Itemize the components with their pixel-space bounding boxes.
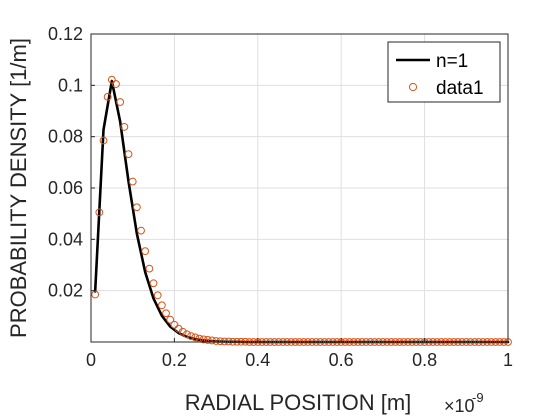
y-tick-label: 0.02	[48, 281, 83, 301]
x-tick-label: 0.2	[162, 350, 187, 370]
data-point	[170, 320, 179, 329]
data-point	[208, 336, 216, 345]
data-point	[220, 337, 229, 346]
data-point	[99, 136, 108, 145]
data-point	[191, 333, 200, 342]
data-point	[145, 264, 154, 273]
legend-box	[387, 41, 501, 103]
data-point	[224, 337, 233, 346]
data-point	[183, 330, 191, 339]
x-tick-label: 1	[503, 350, 513, 370]
data-point	[95, 208, 104, 217]
data-point	[212, 337, 221, 345]
data-point	[153, 291, 162, 300]
tick-labels: 0 0.2 0.4 0.6 0.8 1 0.02 0.04 0.06 0.08 0.1 0.12	[48, 24, 513, 370]
data-point	[162, 309, 170, 318]
y-axis-label: PROBABILITY DENSITY [1/m]	[6, 38, 31, 338]
data-point	[141, 247, 150, 256]
y-tick-label: 0.12	[48, 24, 83, 44]
data-point	[166, 315, 175, 324]
x-axis-label: RADIAL POSITION [m]	[185, 390, 412, 415]
legend-label-n1: n=1	[436, 51, 468, 72]
data-point	[124, 150, 133, 159]
y-tick-label: 0.1	[58, 75, 83, 95]
ticks	[90, 33, 509, 342]
legend-label-data1: data1	[436, 78, 484, 99]
data-point	[137, 226, 145, 235]
data-point	[112, 80, 120, 88]
data-point	[120, 123, 129, 131]
data-point	[116, 98, 125, 106]
data-point	[187, 332, 195, 341]
x-axis-exponent-power: -9	[472, 390, 484, 405]
data-point	[91, 290, 100, 299]
x-tick-label: 0.6	[329, 350, 354, 370]
x-tick-label: 0.4	[245, 350, 270, 370]
data-point	[157, 301, 166, 310]
x-tick-label: 0	[86, 350, 96, 370]
data-point	[103, 92, 112, 101]
data-point	[149, 279, 158, 288]
legend-marker-sample	[408, 82, 418, 92]
x-tick-label: 0.8	[412, 350, 437, 370]
data-point	[132, 203, 141, 212]
data-point	[107, 75, 116, 84]
data-point	[178, 327, 187, 336]
y-tick-label: 0.04	[48, 229, 83, 249]
x-axis-exponent-base: ×10	[444, 396, 475, 416]
data-point	[203, 336, 212, 344]
y-tick-label: 0.06	[48, 178, 83, 198]
data-point	[128, 177, 137, 186]
legend: n=1 data1	[387, 41, 501, 103]
data-point	[199, 335, 208, 344]
y-tick-label: 0.08	[48, 127, 83, 147]
data-point	[216, 337, 225, 346]
